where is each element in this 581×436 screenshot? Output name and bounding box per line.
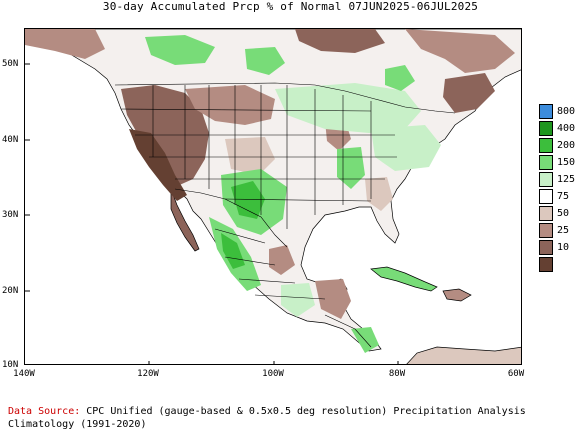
legend-swatch [539, 189, 553, 204]
lon-tick-60w: 60W [507, 369, 525, 379]
lat-tick-10n: 10N [2, 360, 19, 370]
legend-label: 800 [557, 106, 576, 117]
legend-label: 200 [557, 140, 576, 151]
legend-swatch [539, 240, 553, 255]
legend-label: 125 [557, 174, 576, 185]
legend-swatch [539, 206, 553, 221]
dry-anomalies [25, 29, 515, 319]
legend-swatch [539, 223, 553, 238]
lat-tick-20n: 20N [2, 286, 19, 296]
lon-tick-140w: 140W [13, 369, 35, 379]
us-canada-border [114, 82, 456, 114]
map-title: 30-day Accumulated Prcp % of Normal 07JU… [102, 0, 479, 13]
land-south-america [406, 346, 521, 364]
legend-label: 75 [557, 191, 570, 202]
legend-swatch [539, 104, 553, 119]
legend-swatch [539, 155, 553, 170]
data-source-text: CPC Unified (gauge-based & 0.5x0.5 deg r… [80, 406, 526, 417]
wet-anomalies [145, 35, 441, 353]
lat-tick-40n: 40N [2, 135, 19, 145]
land-cuba [370, 266, 438, 292]
central-america [324, 314, 372, 348]
mexico-states [214, 228, 326, 300]
land-hispaniola [442, 288, 472, 302]
legend-swatch [539, 257, 553, 272]
legend-label: 400 [557, 123, 576, 134]
data-source-label: Data Source: [8, 406, 81, 417]
us-mexico-border [174, 188, 288, 248]
data-source-footer: Data Source: CPC Unified (gauge-based & … [8, 405, 526, 431]
boundaries [114, 82, 456, 348]
legend-label: 50 [557, 208, 570, 219]
lon-tick-80w: 80W [388, 369, 406, 379]
frame-ticks [25, 63, 399, 364]
legend-swatch [539, 121, 553, 136]
lat-tick-50n: 50N [2, 59, 19, 69]
legend-swatch [539, 172, 553, 187]
legend-swatch [539, 138, 553, 153]
lon-tick-100w: 100W [262, 369, 284, 379]
legend-label: 10 [557, 242, 570, 253]
lat-tick-30n: 30N [2, 210, 19, 220]
state-lines-2 [120, 108, 397, 202]
precipitation-map [24, 28, 522, 365]
climatology-text: Climatology (1991-2020) [8, 419, 147, 430]
lon-tick-120w: 120W [137, 369, 159, 379]
land-baja [170, 188, 200, 252]
legend-label: 150 [557, 157, 576, 168]
legend-label: 25 [557, 225, 570, 236]
